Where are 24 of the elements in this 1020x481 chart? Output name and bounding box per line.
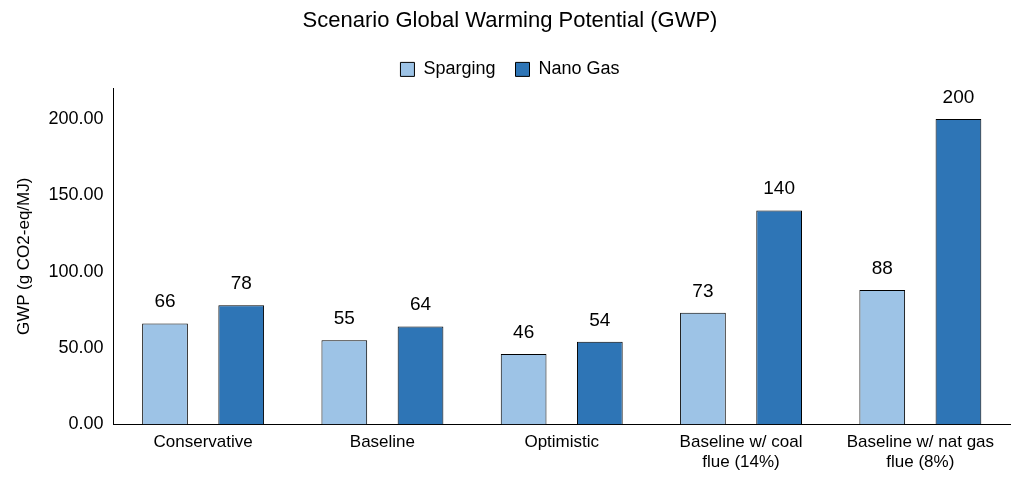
data-label: 73: [692, 279, 714, 301]
data-label: 88: [871, 256, 893, 278]
legend-label: Nano Gas: [538, 58, 620, 79]
data-label: 140: [763, 177, 795, 199]
data-label: 78: [230, 271, 252, 293]
y-tick-label: 0.00: [68, 413, 104, 434]
y-tick-label: 50.00: [58, 336, 104, 357]
y-tick-label: 200.00: [48, 107, 104, 128]
data-label: 200: [942, 85, 975, 107]
chart-title: Scenario Global Warming Potential (GWP): [302, 7, 718, 33]
y-tick-label: 100.00: [48, 260, 104, 281]
y-tick-label: 150.00: [48, 184, 104, 205]
x-tick-label: Optimistic: [524, 432, 600, 452]
x-tick-label: Baseline: [349, 432, 416, 452]
data-label: 46: [513, 320, 535, 342]
data-label: 66: [154, 290, 176, 312]
legend-label: Sparging: [423, 58, 496, 79]
data-label: 64: [409, 293, 432, 315]
y-axis-title: GWP (g CO2-eq/MJ): [13, 177, 33, 336]
x-tick-label: Baseline w/ nat gas flue (8%): [846, 432, 995, 472]
x-tick-label: Conservative: [153, 432, 253, 452]
x-tick-label: Baseline w/ coal flue (14%): [679, 432, 803, 472]
data-label: 55: [333, 306, 355, 328]
data-label: 54: [589, 308, 611, 330]
